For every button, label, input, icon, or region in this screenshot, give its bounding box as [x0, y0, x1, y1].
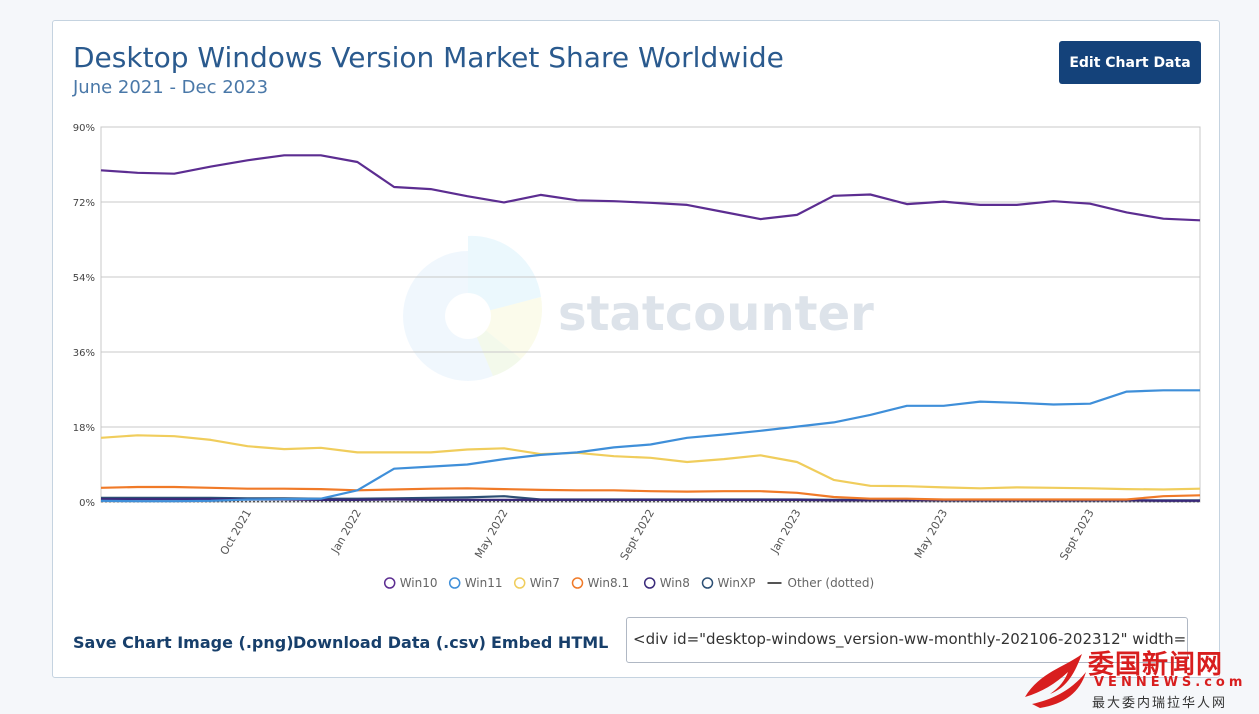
chart-legend: Win10 Win11 Win7 Win8.1 Win8 WinXP Other (dott…	[383, 576, 875, 590]
statcounter-watermark-text: statcounter	[558, 286, 874, 342]
save-chart-image-link[interactable]: Save Chart Image (.png)	[73, 633, 294, 652]
legend-item-win10[interactable]: Win10	[383, 576, 438, 590]
vennews-en-name: VENNEWS.com	[1094, 675, 1247, 690]
edit-chart-data-button[interactable]: Edit Chart Data	[1059, 41, 1201, 84]
legend-item-win7[interactable]: Win7	[513, 576, 560, 590]
x-tick-label: Jan 2022	[328, 507, 364, 556]
legend-circle-marker	[448, 577, 461, 589]
legend-circle-marker	[571, 577, 584, 589]
y-tick-label: 36%	[73, 348, 95, 359]
page-subtitle: June 2021 - Dec 2023	[73, 77, 269, 98]
x-tick-label: Sept 2022	[618, 507, 658, 562]
x-tick-label: Jan 2023	[768, 507, 804, 556]
legend-item-win8-1[interactable]: Win8.1	[571, 576, 630, 590]
vennews-watermark: 委国新闻网 VENNEWS.com 最大委内瑞拉华人网	[1020, 642, 1255, 712]
legend-label: Other (dotted)	[788, 576, 875, 590]
series-line-win8-1[interactable]	[100, 485, 1201, 501]
y-tick-label: 0%	[79, 498, 95, 509]
y-tick-label: 90%	[73, 123, 95, 134]
chart-card: Desktop Windows Version Market Share Wor…	[52, 20, 1220, 678]
legend-circle-marker	[701, 577, 714, 589]
vennews-tagline: 最大委内瑞拉华人网	[1092, 696, 1228, 711]
vennews-logo-icon	[1025, 654, 1086, 708]
download-data-link[interactable]: Download Data (.csv)	[293, 633, 486, 652]
legend-item-winxp[interactable]: WinXP	[701, 576, 756, 590]
series-lines	[100, 154, 1201, 503]
legend-label: WinXP	[718, 576, 756, 590]
vennews-cn-name: 委国新闻网	[1088, 650, 1224, 680]
y-tick-label: 18%	[73, 423, 95, 434]
series-line-win11[interactable]	[100, 389, 1200, 503]
x-axis: Oct 2021 Jan 2022 May 2022 Sept 2022 Jan 202…	[218, 507, 1097, 562]
x-tick-label: May 2022	[472, 507, 510, 560]
legend-label: Win8.1	[588, 576, 630, 590]
series-line-win7[interactable]	[100, 434, 1201, 491]
statcounter-logo-icon	[403, 235, 543, 381]
legend-circle-marker	[383, 577, 396, 589]
legend-label: Win7	[530, 576, 560, 590]
legend-circle-marker	[513, 577, 526, 589]
legend-circle-marker	[643, 577, 656, 589]
x-tick-label: May 2023	[912, 507, 950, 560]
legend-item-win11[interactable]: Win11	[448, 576, 503, 590]
series-line-win10[interactable]	[100, 154, 1201, 222]
y-tick-label: 54%	[73, 273, 95, 284]
page-title: Desktop Windows Version Market Share Wor…	[73, 41, 784, 74]
embed-html-link[interactable]: Embed HTML	[491, 633, 609, 652]
legend-label: Win10	[400, 576, 438, 590]
line-chart: statcounter 0% 18% 36% 54% 72% 90% Oct 2021 Ja…	[73, 123, 1201, 590]
x-tick-label: Oct 2021	[218, 507, 255, 557]
legend-item-win8[interactable]: Win8	[643, 576, 690, 590]
x-tick-label: Sept 2023	[1057, 507, 1097, 562]
legend-label: Win11	[465, 576, 503, 590]
legend-label: Win8	[660, 576, 690, 590]
legend-item-other-dotted[interactable]: Other (dotted)	[767, 576, 875, 590]
y-tick-label: 72%	[73, 198, 95, 209]
statcounter-watermark: statcounter	[403, 235, 874, 381]
embed-html-input[interactable]: <div id="desktop-windows_version-ww-mont…	[626, 617, 1188, 663]
y-axis: 0% 18% 36% 54% 72% 90%	[73, 123, 95, 509]
